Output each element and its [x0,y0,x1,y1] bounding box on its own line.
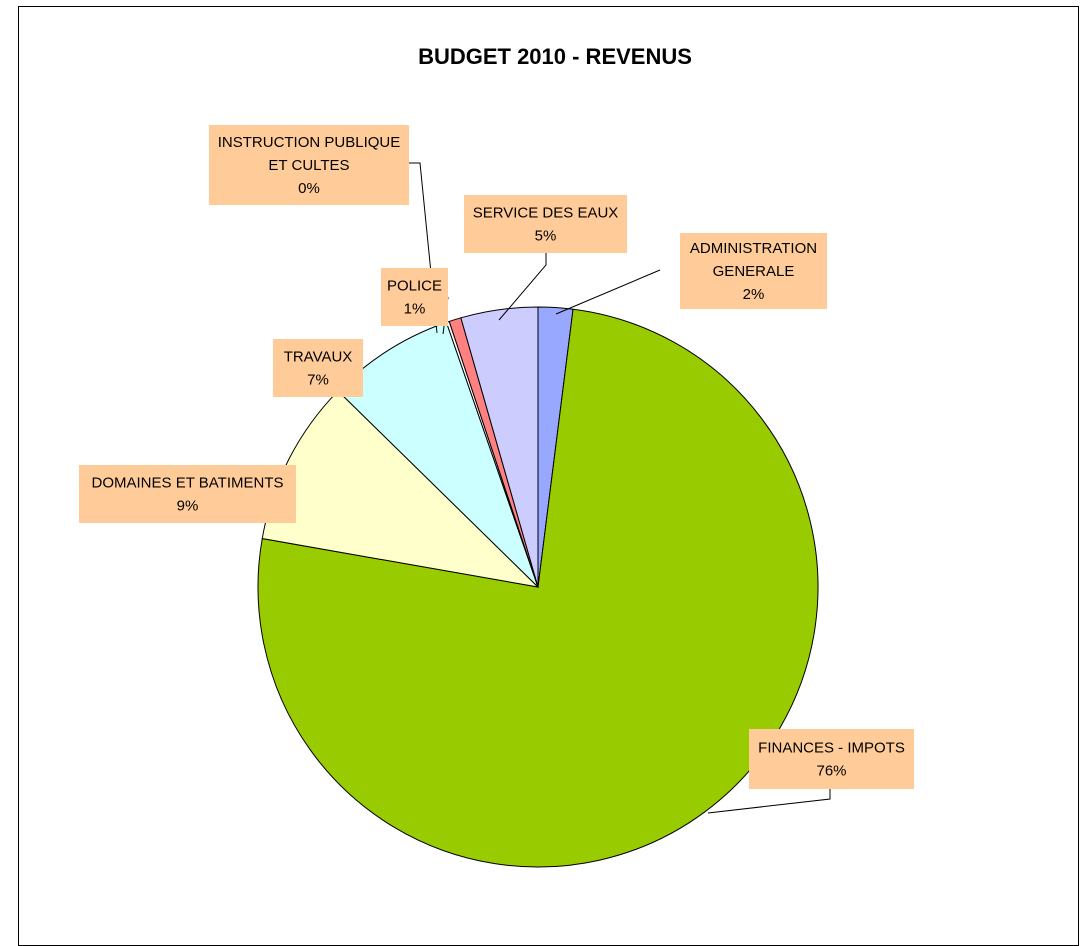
data-label-value: 5% [535,228,557,245]
pie-chart: BUDGET 2010 - REVENUS ADMINISTRATION GENE… [79,44,914,868]
leader-line-administration-generale [555,269,661,315]
pie-slice-service-des-eaux [460,306,539,588]
data-label-police: POLICE 1% [381,268,448,326]
data-label-name: GENERALE [713,263,795,280]
leader-line-service-des-eaux [498,253,547,321]
data-label-value: 76% [816,763,846,780]
data-label-value: 2% [743,286,765,303]
data-label-name: TRAVAUX [284,349,353,366]
chart-frame: BUDGET 2010 - REVENUS ADMINISTRATION GENE… [18,6,1079,946]
leader-line-finances-impots [707,789,831,814]
data-label-box [381,268,448,326]
data-label-name: DOMAINES ET BATIMENTS [92,475,284,492]
data-label-value: 1% [404,301,426,318]
data-label-service-des-eaux: SERVICE DES EAUX 5% [464,195,627,253]
pie-slice-domaines-et-batiments [261,390,540,588]
data-label-value: 9% [177,498,199,515]
data-label-box [680,233,827,309]
chart-title: BUDGET 2010 - REVENUS [418,44,692,69]
data-label-name: INSTRUCTION PUBLIQUE [218,134,401,151]
data-label-finances-impots: FINANCES - IMPOTS 76% [749,729,914,789]
data-label-value: 0% [298,180,320,197]
data-label-name: ADMINISTRATION [690,240,817,257]
data-label-box [79,465,296,523]
data-label-name: FINANCES - IMPOTS [758,740,905,757]
data-label-name: SERVICE DES EAUX [473,205,619,222]
data-label-value: 7% [307,372,329,389]
pie-slice-finances-impots [257,308,819,868]
data-label-instruction-publique-et-cultes: INSTRUCTION PUBLIQUE ET CULTES 0% [209,125,409,205]
data-label-administration-generale: ADMINISTRATION GENERALE 2% [680,233,827,309]
data-label-travaux: TRAVAUX 7% [273,339,363,397]
data-label-box [209,125,409,205]
data-label-box [273,339,363,397]
data-label-box [464,195,627,253]
data-label-domaines-et-batiments: DOMAINES ET BATIMENTS 9% [79,465,296,523]
slices-layer [257,306,819,868]
data-labels-layer: ADMINISTRATION GENERALE 2% FINANCES - IMPOT… [79,125,914,789]
data-label-name: POLICE [387,278,442,295]
data-label-name: ET CULTES [268,157,349,174]
data-label-box [749,729,914,789]
